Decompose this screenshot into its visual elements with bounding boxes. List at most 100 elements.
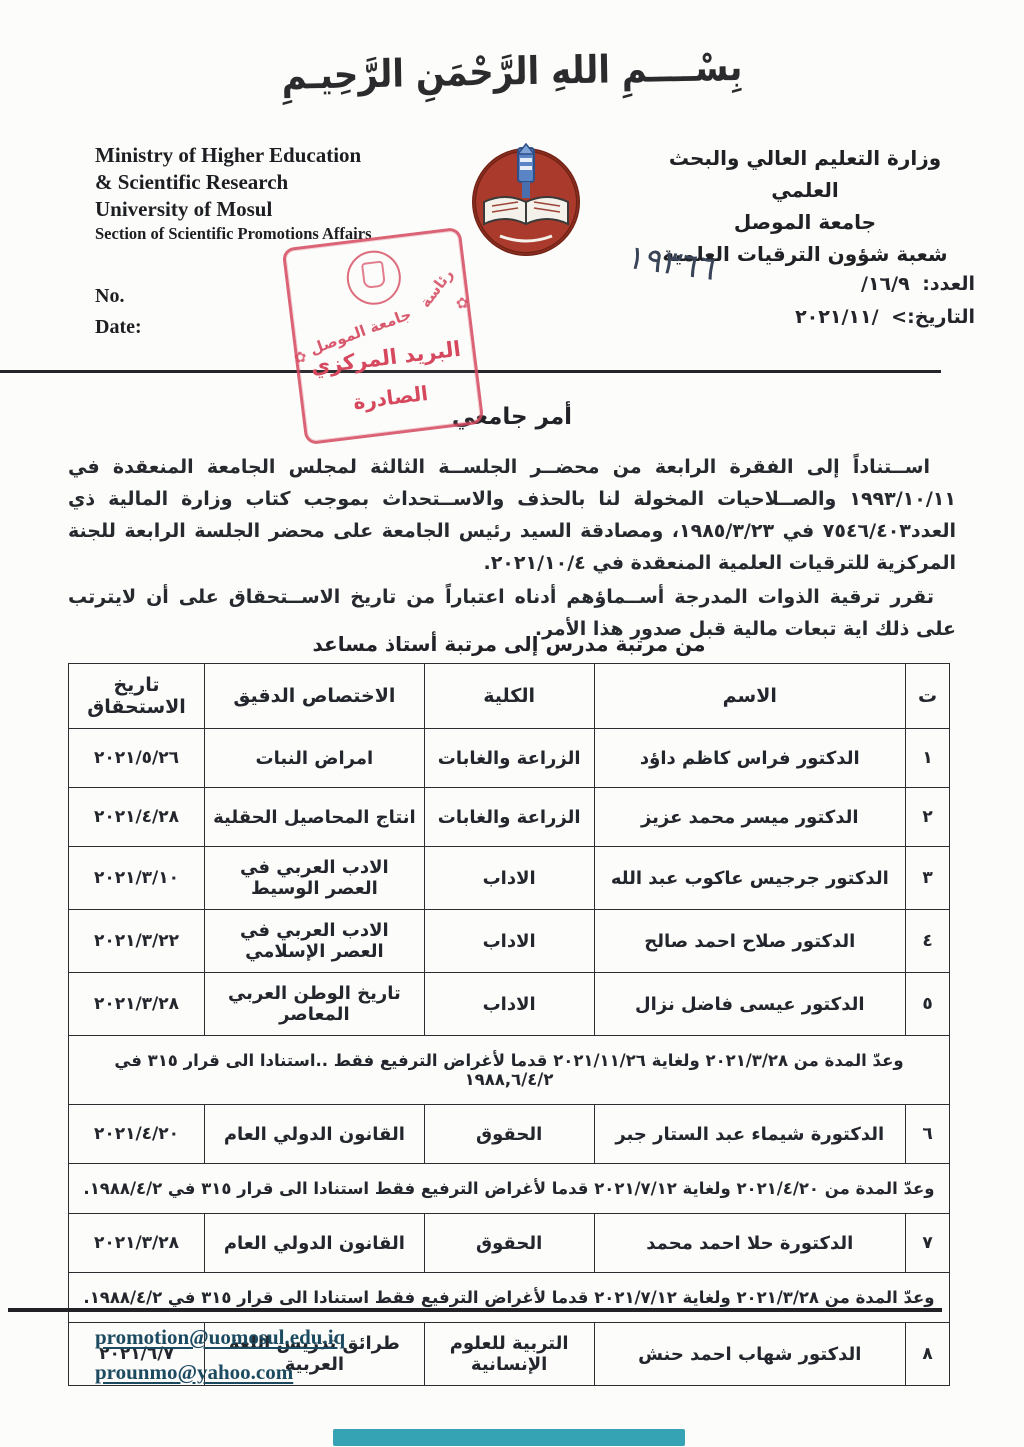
table-note-row: وعدّ المدة من ٢٠٢١/٣/٢٨ ولغاية ٢٠٢١/٧/١٢… [68,1272,950,1323]
university-name-ar: جامعة الموصل [733,210,877,234]
cell-index: ٥ [905,972,950,1036]
cell-index: ٢ [905,787,950,847]
cell-index: ٤ [905,909,950,973]
cell-college: الزراعة والغابات [423,728,595,788]
central-mail-stamp: رئاسة جامعة الموصل ✿ ✿ البريد المركزي ال… [281,226,485,446]
cell-specialty: انتاج المحاصيل الحقلية [204,787,425,847]
header-cell-specialty: الاختصاص الدقيق [204,663,425,729]
cell-index: ٧ [905,1213,950,1273]
cell-specialty: القانون الدولي العام [204,1213,425,1273]
date-label-ar: التاريخ:> [891,306,975,329]
yahoo-email-link[interactable]: prounmo@yahoo.com [95,1359,294,1384]
cell-name: الدكتور شهاب احمد حنش [593,1322,907,1386]
note-cell: وعدّ المدة من ٢٠٢١/٤/٢٠ ولغاية ٢٠٢١/٧/١٢… [68,1163,950,1214]
body-paragraph-2: تقرر ترقية الذوات المدرجة أســماؤهم أدنا… [68,585,956,640]
table-header: ت الاسم الكلية الاختصاص الدقيق تاريخ الا… [68,663,950,729]
cell-due-date: ٢٠٢١/٦/٧ [68,1322,205,1386]
cell-specialty: الادب العربي في العصر الإسلامي [204,909,425,973]
cell-specialty: تاريخ الوطن العربي المعاصر [204,972,425,1036]
cell-name: الدكتورة شيماء عبد الستار جبر [593,1104,907,1164]
table-note-row: وعدّ المدة من ٢٠٢١/٤/٢٠ ولغاية ٢٠٢١/٧/١٢… [68,1163,950,1214]
page-title: أمر جامعي [451,404,573,430]
table-row: ٤ الدكتور صلاح احمد صالح الاداب الادب ال… [68,909,950,973]
cell-due-date: ٢٠٢١/٤/٢٨ [68,787,205,847]
university-of-mosul-emblem [460,140,592,258]
table-row: ٧ الدكتورة حلا احمد محمد الحقوق القانون … [68,1213,950,1273]
cell-specialty: الادب العربي في العصر الوسيط [204,846,425,910]
promotion-subtitle: من مرتبة مدرس إلى مرتبة أستاذ مساعد [312,632,706,656]
cell-due-date: ٢٠٢١/٥/٢٦ [68,728,205,788]
section-name-ar: شعبة شؤون الترقيات العلمية [662,242,948,266]
cell-name: الدكتور صلاح احمد صالح [593,909,907,973]
footer-separator-line [8,1308,942,1312]
table-body: ١ الدكتور فراس كاظم داؤد الزراعة والغابا… [68,728,950,1386]
number-label-ar: العدد: [922,273,975,295]
header-cell-name: الاسم [593,663,907,729]
cell-name: الدكتور عيسى فاضل نزال [593,972,907,1036]
cell-due-date: ٢٠٢١/٣/٢٢ [68,909,205,973]
table-row: ٣ الدكتور جرجيس عاكوب عبد الله الاداب ال… [68,846,950,910]
cell-index: ٨ [905,1322,950,1386]
ministry-name-en-line2: & Scientific Research [95,169,289,194]
date-label-en: Date: [95,316,142,338]
table-note-row: وعدّ المدة من ٢٠٢١/٣/٢٨ ولغاية ٢٠٢١/١١/٢… [68,1035,950,1105]
order-body: اســتناداً إلى الفقرة الرابعة من محضــر … [68,452,956,645]
header-cell-index: ت [905,663,950,729]
university-name-en: University of Mosul [95,196,273,221]
cell-due-date: ٢٠٢١/٣/١٠ [68,846,205,910]
stamp-emblem-figure [360,260,386,289]
ministry-name-ar: وزارة التعليم العالي والبحث العلمي [668,146,942,202]
cell-specialty: امراض النبات [204,728,425,788]
cell-due-date: ٢٠٢١/٣/٢٨ [68,972,205,1036]
date-value: /٢٠٢١/١١ [795,306,879,329]
cell-college: الاداب [423,846,595,910]
document-meta-arabic: العدد: ١٦/٩/ التاريخ:> /٢٠٢١/١١ [630,268,975,335]
header-separator-line [0,370,941,373]
scan-artifact-bar [333,1429,685,1446]
table-row: ٦ الدكتورة شيماء عبد الستار جبر الحقوق ا… [68,1104,950,1164]
cell-college: الاداب [423,909,595,973]
stamp-presidency-word: رئاسة [416,265,458,311]
cell-college: الحقوق [423,1213,595,1273]
header-english: Ministry of Higher Education & Scientifi… [95,142,465,244]
no-date-labels-english: No. Date: [95,281,142,343]
table-row: ٢ الدكتور ميسر محمد عزيز الزراعة والغابا… [68,787,950,847]
emblem-graphic [472,142,580,256]
header-arabic: وزارة التعليم العالي والبحث العلمي جامعة… [640,142,970,270]
table-header-row: ت الاسم الكلية الاختصاص الدقيق تاريخ الا… [68,663,950,729]
cell-index: ٦ [905,1104,950,1164]
cell-due-date: ٢٠٢١/٤/٢٠ [68,1104,205,1164]
cell-college: التربية للعلوم الإنسانية [423,1322,595,1386]
promotions-table: ت الاسم الكلية الاختصاص الدقيق تاريخ الا… [68,663,950,1386]
header-cell-college: الكلية [423,663,595,729]
no-label: No. [95,285,125,307]
number-value: ١٦/٩/ [860,273,910,295]
section-name-en: Section of Scientific Promotions Affairs [95,223,372,243]
body-paragraph-1: اســتناداً إلى الفقرة الرابعة من محضــر … [68,456,956,574]
stamp-flower-icon: ✿ [454,293,470,313]
cell-college: الاداب [423,972,595,1036]
cell-specialty: القانون الدولي العام [204,1104,425,1164]
cell-college: الحقوق [423,1104,595,1164]
cell-name: الدكتورة حلا احمد محمد [593,1213,907,1273]
cell-name: الدكتور ميسر محمد عزيز [593,787,907,847]
stamp-emblem-circle [343,247,404,308]
header-cell-due-date: تاريخ الاستحقاق [68,663,205,729]
ministry-name-en-line1: Ministry of Higher Education [95,143,362,167]
cell-name: الدكتور جرجيس عاكوب عبد الله [593,846,907,910]
note-cell: وعدّ المدة من ٢٠٢١/٣/٢٨ ولغاية ٢٠٢١/١١/٢… [68,1035,950,1105]
document-number-line: العدد: ١٦/٩/ [630,268,975,301]
cell-index: ١ [905,728,950,788]
note-cell: وعدّ المدة من ٢٠٢١/٣/٢٨ ولغاية ٢٠٢١/٧/١٢… [68,1272,950,1323]
stamp-outgoing-text: الصادرة [351,381,430,415]
cell-index: ٣ [905,846,950,910]
table-row: ٨ الدكتور شهاب احمد حنش التربية للعلوم ا… [68,1322,950,1386]
bismillah-calligraphy: بِسْــــمِ اللهِ الرَّحْمَنِ الرَّحِيـمِ [281,45,743,99]
promotion-email-link[interactable]: promotion@uomosul.edu.iq [95,1325,346,1349]
cell-specialty: طرائق تدريس اللغة العربية [204,1322,425,1386]
document-date-line: التاريخ:> /٢٠٢١/١١ [630,301,975,334]
cell-name: الدكتور فراس كاظم داؤد [593,728,907,788]
table-row: ٥ الدكتور عيسى فاضل نزال الاداب تاريخ ال… [68,972,950,1036]
cell-due-date: ٢٠٢١/٣/٢٨ [68,1213,205,1273]
